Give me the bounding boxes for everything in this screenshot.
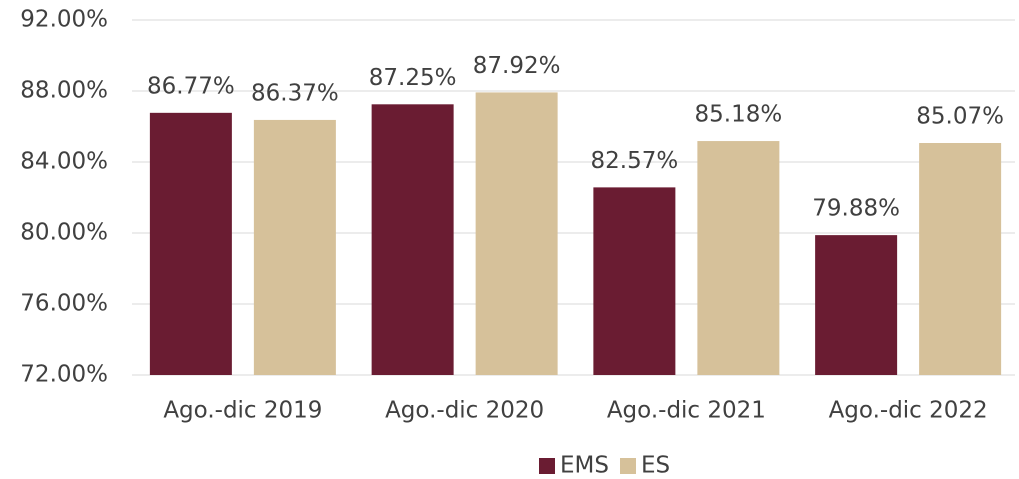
x-tick-label: Ago.-dic 2019 (163, 398, 322, 424)
legend-label: ES (641, 453, 670, 479)
x-tick-label: Ago.-dic 2021 (607, 398, 766, 424)
y-tick-label: 88.00% (20, 78, 108, 104)
legend-label: EMS (560, 453, 609, 479)
data-label: 82.57% (591, 148, 679, 174)
y-tick-label: 80.00% (20, 220, 108, 246)
bar (815, 235, 898, 375)
bar (149, 112, 232, 376)
bar (475, 92, 558, 376)
bar (253, 119, 336, 376)
data-label: 85.07% (916, 104, 1004, 130)
data-label: 79.88% (812, 196, 900, 222)
bar (371, 104, 454, 375)
y-tick-label: 92.00% (20, 7, 108, 33)
legend-swatch (539, 458, 555, 474)
y-tick-label: 72.00% (20, 362, 108, 388)
data-label: 86.77% (147, 73, 235, 99)
data-label: 87.92% (473, 53, 561, 79)
x-tick-label: Ago.-dic 2020 (385, 398, 544, 424)
bar (919, 143, 1002, 375)
y-tick-label: 76.00% (20, 291, 108, 317)
legend-swatch (620, 458, 636, 474)
data-label: 86.37% (251, 80, 339, 106)
x-tick-label: Ago.-dic 2022 (829, 398, 988, 424)
bar (697, 141, 780, 375)
y-tick-label: 84.00% (20, 149, 108, 175)
bar (593, 187, 676, 375)
data-label: 87.25% (369, 65, 457, 91)
data-label: 85.18% (695, 102, 783, 128)
